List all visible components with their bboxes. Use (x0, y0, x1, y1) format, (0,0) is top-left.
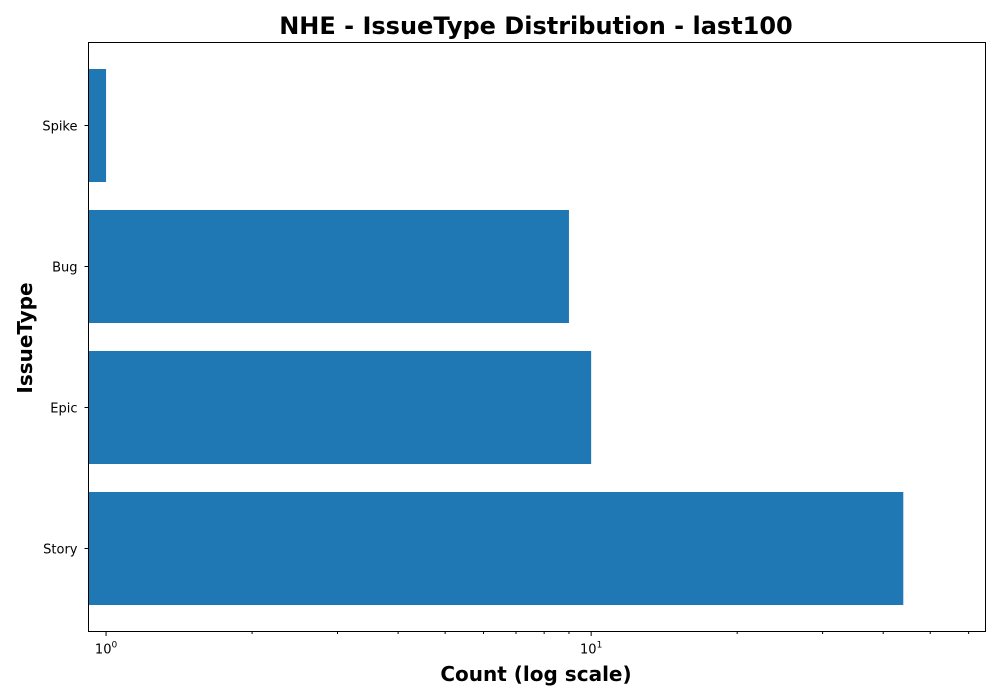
bars-group (88, 69, 904, 605)
y-tick-label-spike: Spike (42, 120, 77, 135)
bar-epic (88, 351, 592, 464)
plot-frame (88, 42, 986, 632)
y-tick-label-story: Story (43, 543, 78, 558)
x-tick-label-1: 100 (95, 641, 118, 658)
x-ticks-group: 100 101 (95, 631, 970, 658)
y-tick-label-epic: Epic (50, 402, 77, 417)
x-axis-label: Count (log scale) (440, 662, 631, 686)
bar-bug (88, 210, 569, 323)
y-axis-label: IssueType (13, 282, 37, 393)
bar-spike (88, 69, 107, 182)
chart-title: NHE - IssueType Distribution - last100 (279, 12, 793, 40)
y-tick-label-bug: Bug (52, 261, 77, 276)
y-ticks-group: Story Epic Bug Spike (42, 120, 89, 558)
x-tick-label-10: 101 (580, 641, 602, 658)
bar-story (88, 492, 904, 605)
